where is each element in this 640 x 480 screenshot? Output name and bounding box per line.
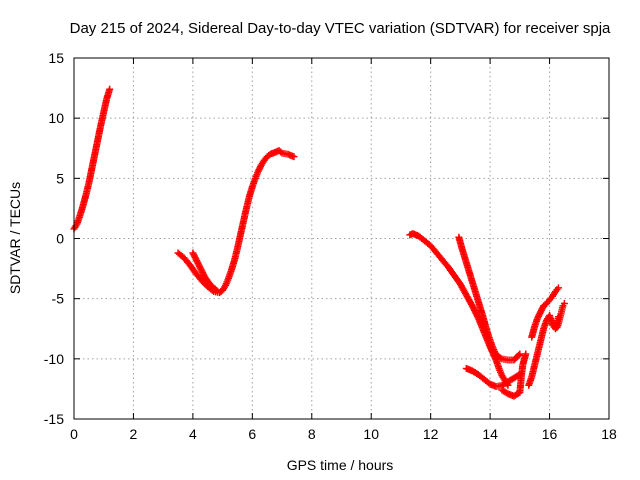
y-tick-label: 15 [48, 50, 64, 66]
x-tick-label: 4 [189, 426, 197, 442]
x-axis-label: GPS time / hours [287, 457, 394, 473]
x-tick-label: 12 [423, 426, 439, 442]
grid-lines [74, 58, 609, 419]
series-arc-5 [462, 364, 524, 391]
plot-frame [73, 57, 610, 420]
data-point [497, 354, 505, 362]
data-points [70, 85, 568, 400]
series-arc-2 [174, 147, 298, 297]
data-point [106, 85, 114, 93]
data-point [560, 299, 568, 307]
y-tick-label: 10 [48, 110, 64, 126]
series-arc-9 [553, 299, 568, 332]
x-tick-label: 2 [130, 426, 138, 442]
data-point [516, 350, 524, 358]
data-point [522, 350, 530, 358]
x-tick-label: 14 [482, 426, 498, 442]
x-tick-label: 10 [363, 426, 379, 442]
series-arc-4 [455, 233, 524, 364]
x-tick-label: 8 [308, 426, 316, 442]
data-point [290, 153, 298, 161]
chart-title: Day 215 of 2024, Sidereal Day-to-day VTE… [70, 20, 611, 37]
series-arc-3 [406, 230, 512, 389]
y-tick-label: 0 [56, 231, 64, 247]
data-point [515, 351, 523, 359]
data-point [554, 284, 562, 292]
series-arc-1 [70, 85, 114, 233]
data-point [211, 285, 219, 293]
series-arc-6 [498, 350, 530, 400]
y-axis-label: SDTVAR / TECUs [7, 182, 23, 294]
x-tick-label: 16 [542, 426, 558, 442]
series-arc-2b [189, 249, 221, 294]
x-tick-label: 6 [248, 426, 256, 442]
y-tick-label: 5 [56, 170, 64, 186]
y-tick-label: -10 [44, 351, 64, 367]
x-tick-label: 0 [70, 426, 78, 442]
x-tick-label: 18 [601, 426, 617, 442]
data-point [213, 286, 221, 294]
y-tick-label: -15 [44, 411, 64, 427]
y-tick-label: -5 [52, 291, 65, 307]
series-arc-8 [528, 284, 562, 341]
axis-ticks: 0 2 4 6 8 10 12 14 16 18 -15 -10 -5 0 5 10 15 [44, 50, 617, 442]
